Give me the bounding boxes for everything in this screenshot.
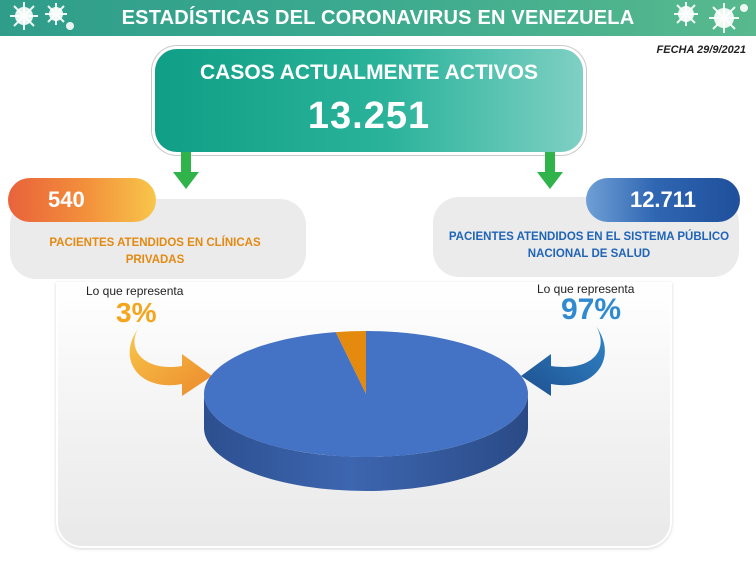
pie-side-wall [204,394,528,491]
active-cases-label: CASOS ACTUALMENTE ACTIVOS [200,61,538,84]
pie-slice-public [203,331,528,458]
pie-slice-private [335,331,366,394]
private-description: PACIENTES ATENDIDOS EN CLÍNICAS PRIVADAS [49,237,261,266]
public-description: PACIENTES ATENDIDOS EN EL SISTEMA PÚBLIC… [448,231,730,260]
curved-arrow-icon [129,329,212,396]
report-date: FECHA 29/9/2021 [656,44,746,56]
page-title: ESTADÍSTICAS DEL CORONAVIRUS EN VENEZUEL… [121,6,635,29]
curved-arrow-icon [521,326,605,396]
active-cases-value: 13.251 [307,95,431,137]
virus-icon [674,2,748,33]
private-count-badge: 540 [8,178,156,222]
public-represents-label: Lo que representa [537,282,635,296]
virus-icon [10,2,74,30]
private-percent: 3% [116,297,157,328]
public-count-badge: 12.711 [586,178,740,222]
arrow-down-icon [173,152,199,189]
private-represents-label: Lo que representa [86,284,184,298]
public-percent: 97% [561,293,622,326]
active-cases-box: CASOS ACTUALMENTE ACTIVOS 13.251 [155,49,583,152]
arrow-down-icon [537,152,563,189]
header-banner: ESTADÍSTICAS DEL CORONAVIRUS EN VENEZUEL… [0,0,756,36]
